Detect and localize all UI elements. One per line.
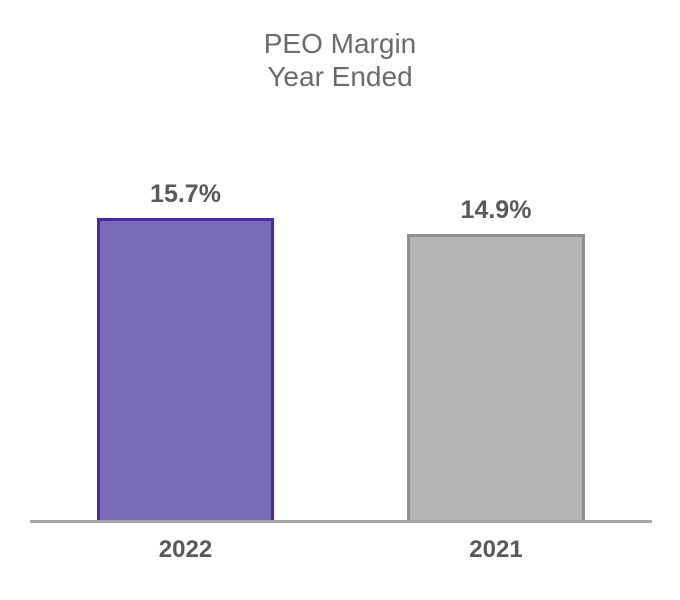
bar-2021 bbox=[407, 234, 585, 522]
bar-value-label-2021: 14.9% bbox=[460, 196, 532, 224]
bar-2022 bbox=[97, 218, 274, 522]
x-axis-label-2021: 2021 bbox=[469, 536, 523, 563]
bar-group-2021: 14.9% 2021 bbox=[407, 196, 585, 563]
chart-title: PEO Margin bbox=[263, 28, 417, 59]
chart-subtitle: Year Ended bbox=[267, 61, 413, 92]
x-axis-baseline bbox=[30, 520, 652, 523]
bar-value-label-2022: 15.7% bbox=[150, 180, 221, 208]
bar-group-2022: 15.7% 2022 bbox=[97, 180, 274, 563]
x-axis-label-2022: 2022 bbox=[158, 536, 213, 563]
chart-title-block: PEO Margin Year Ended bbox=[0, 27, 680, 93]
